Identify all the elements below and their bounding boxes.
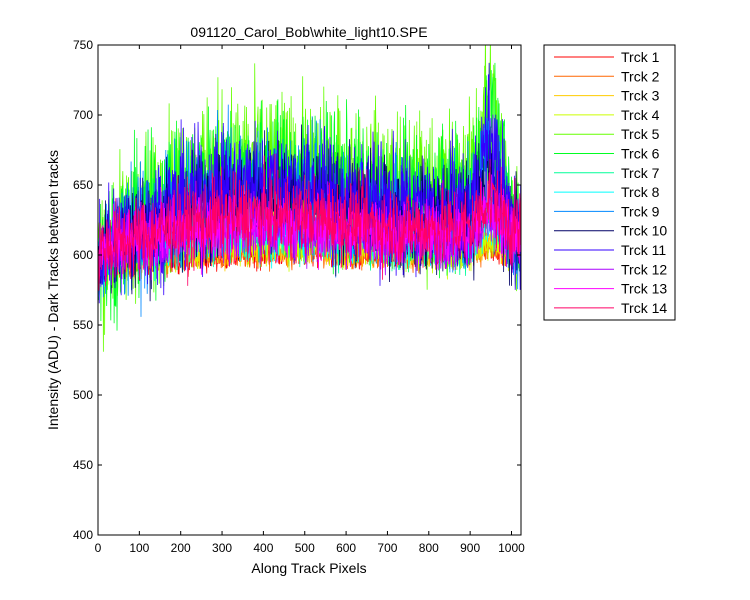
legend-label-10: Trck 10	[621, 223, 667, 239]
plot-frame	[97, 44, 522, 536]
plot-area	[98, 45, 521, 535]
legend-label-3: Trck 3	[621, 88, 660, 104]
legend-label-1: Trck 1	[621, 49, 660, 65]
x-tick-label: 900	[460, 541, 480, 555]
chart-title: 091120_Carol_Bob\white_light10.SPE	[190, 24, 427, 40]
y-axis: 400 450 500 550 600 650 700 750	[73, 38, 521, 542]
y-tick-label: 750	[73, 38, 93, 52]
x-tick-label: 1000	[498, 541, 525, 555]
x-tick-label: 500	[295, 541, 315, 555]
y-axis-label: Intensity (ADU) - Dark Tracks between tr…	[45, 150, 61, 430]
x-tick-label: 700	[377, 541, 397, 555]
x-axis: 0 100 200 300 400 500 600 700 800 900 1000	[95, 45, 525, 555]
series-line-14	[98, 153, 521, 291]
x-tick-label: 0	[95, 541, 102, 555]
y-tick-label: 550	[73, 318, 93, 332]
legend-label-6: Trck 6	[621, 146, 660, 162]
y-tick-label: 500	[73, 388, 93, 402]
y-tick-label: 650	[73, 178, 93, 192]
legend-label-11: Trck 11	[621, 242, 666, 258]
y-tick-label: 400	[73, 528, 93, 542]
legend-box	[543, 44, 676, 321]
legend-label-7: Trck 7	[621, 165, 660, 181]
legend-label-4: Trck 4	[621, 107, 660, 123]
y-tick-label: 600	[73, 248, 93, 262]
legend-label-8: Trck 8	[621, 184, 660, 200]
legend-label-12: Trck 12	[621, 261, 667, 277]
y-tick-label: 700	[73, 108, 93, 122]
legend-label-14: Trck 14	[621, 300, 667, 316]
x-tick-label: 200	[171, 541, 191, 555]
x-axis-label: Along Track Pixels	[251, 560, 366, 576]
legend-label-2: Trck 2	[621, 68, 660, 84]
legend: Trck 1 Trck 2 Trck 3 Trck 4 Trck 5 Trck 6 Trck…	[543, 44, 676, 321]
series-layer	[98, 45, 521, 352]
legend-label-9: Trck 9	[621, 203, 660, 219]
x-tick-label: 100	[129, 541, 149, 555]
x-tick-label: 600	[336, 541, 356, 555]
y-tick-label: 450	[73, 458, 93, 472]
x-tick-label: 300	[212, 541, 232, 555]
legend-label-13: Trck 13	[621, 281, 667, 297]
legend-label-5: Trck 5	[621, 126, 660, 142]
x-tick-label: 400	[253, 541, 273, 555]
x-tick-label: 800	[419, 541, 439, 555]
